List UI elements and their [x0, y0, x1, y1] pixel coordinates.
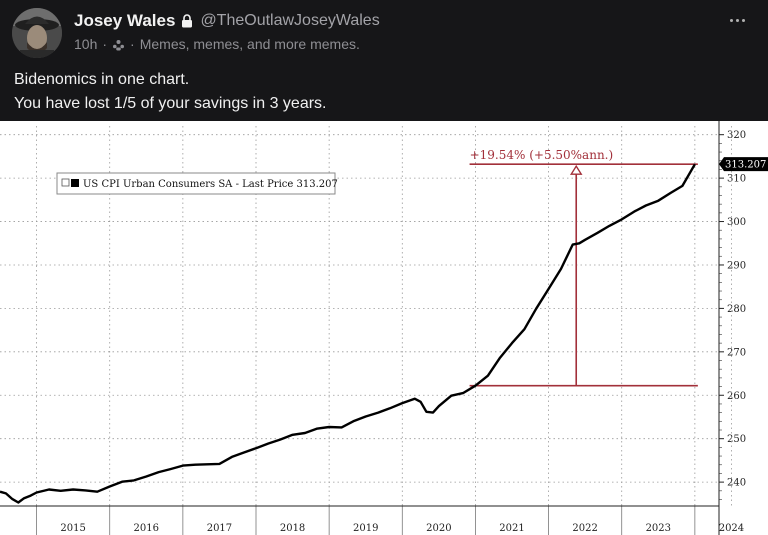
legend-box	[56, 172, 336, 195]
tweet-meta: 10h · · Memes, memes, and more memes.	[74, 36, 360, 52]
x-tick-label: 2016	[134, 523, 159, 534]
x-tick-label: 2020	[426, 523, 451, 534]
avatar[interactable]	[12, 8, 62, 58]
cpi-chart: 240 250 260 270 280 290 300 310 320 2015 2016 2017 2…	[0, 121, 768, 535]
y-tick-label: 270	[727, 347, 746, 358]
separator-dot: ·	[130, 36, 135, 52]
y-tick-label: 320	[727, 130, 746, 141]
y-tick-label: 310	[727, 174, 746, 185]
y-tick-label: 260	[727, 391, 746, 402]
y-tick-label: 300	[727, 217, 746, 228]
x-tick-label: 2018	[280, 523, 305, 534]
last-price-label: 313.207	[725, 160, 766, 171]
tweet-header: Josey Wales @TheOutlawJoseyWales 10h · ·…	[0, 0, 768, 120]
community-name[interactable]: Memes, memes, and more memes.	[139, 36, 360, 52]
more-options-icon[interactable]	[720, 10, 754, 30]
legend-toggle-icon	[61, 178, 70, 187]
name-row: Josey Wales @TheOutlawJoseyWales	[74, 10, 380, 32]
x-tick-label: 2023	[646, 523, 671, 534]
y-tick-label: 250	[727, 434, 746, 445]
x-tick-label: 2022	[572, 523, 597, 534]
tweet-text-line-2: You have lost 1/5 of your savings in 3 y…	[14, 95, 327, 112]
y-tick-label: 280	[727, 304, 746, 315]
x-tick-label: 2017	[207, 523, 232, 534]
x-tick-label: 2019	[353, 523, 378, 534]
x-tick-label: 2021	[499, 523, 524, 534]
separator-dot: ·	[102, 36, 108, 52]
tweet-text-line-1: Bidenomics in one chart.	[14, 71, 190, 88]
y-tick-label: 240	[727, 478, 746, 489]
annotation-arrowhead	[569, 164, 583, 175]
timestamp[interactable]: 10h	[74, 36, 98, 52]
cpi-series-line	[0, 163, 696, 504]
tweet-text: Bidenomics in one chart. You have lost 1…	[14, 68, 326, 116]
community-icon	[112, 38, 125, 51]
x-tick-label: 2015	[60, 523, 85, 534]
annotation-label: +19.54% (+5.50%ann.)	[470, 148, 614, 162]
user-handle[interactable]: @TheOutlawJoseyWales	[200, 12, 380, 29]
chart-image[interactable]: 240 250 260 270 280 290 300 310 320 2015 2016 2017 2…	[0, 121, 768, 535]
legend-swatch	[71, 179, 79, 187]
y-tick-label: 290	[727, 260, 746, 271]
legend-label: US CPI Urban Consumers SA - Last Price 3…	[83, 179, 338, 190]
display-name[interactable]: Josey Wales	[74, 11, 176, 30]
lock-icon	[181, 14, 193, 28]
avatar-image	[12, 8, 62, 58]
x-tick-label: 2024	[719, 523, 744, 534]
last-price-badge	[719, 157, 768, 172]
